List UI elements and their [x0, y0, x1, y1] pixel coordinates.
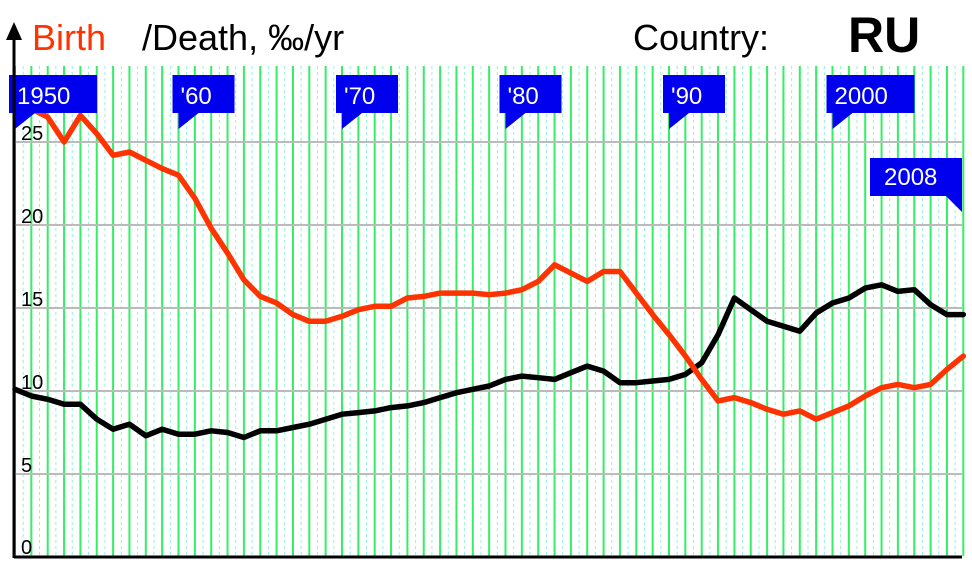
year-flag: 2000 — [826, 75, 915, 129]
y-tick-label: 25 — [21, 123, 43, 145]
y-tick-label: 15 — [21, 289, 43, 311]
birth-rate-line — [12, 106, 967, 422]
year-flag: 1950 — [9, 75, 97, 129]
grid — [14, 66, 965, 556]
year-flag: 2008 — [870, 158, 962, 212]
death-label: /Death, ‰/yr — [142, 17, 344, 58]
death-rate-line — [12, 282, 967, 441]
country-label: Country: — [633, 17, 769, 58]
year-flag-label: '60 — [181, 83, 212, 110]
year-flag-label: 1950 — [17, 83, 70, 110]
year-flag-label: 2008 — [884, 164, 937, 191]
year-flag-label: 2000 — [835, 83, 888, 110]
y-axis-ticks: 0 5 10 15 20 25 — [21, 123, 43, 559]
year-flag: '90 — [663, 75, 725, 129]
year-flag: '80 — [499, 75, 562, 129]
year-flag-shape — [663, 75, 725, 129]
y-tick-label: 20 — [21, 206, 43, 228]
year-flag: '70 — [336, 75, 398, 129]
year-flag-shape — [826, 75, 915, 129]
year-flag-shape — [9, 75, 97, 129]
year-flag: '60 — [172, 75, 235, 129]
year-flag-shape — [499, 75, 562, 129]
year-flag-shape — [336, 75, 398, 129]
country-code: RU — [848, 7, 920, 63]
year-flag-shape — [172, 75, 235, 129]
y-axis-arrow-icon — [6, 22, 22, 40]
chart-header: Birth /Death, ‰/yr Country: RU — [32, 7, 920, 63]
series-lines — [12, 106, 967, 441]
year-flag-shape — [870, 158, 962, 212]
year-flags: 1950 '60 '70 '80 '90 2000 2008 — [9, 75, 962, 212]
year-flag-label: '90 — [671, 83, 702, 110]
y-tick-label: 10 — [21, 372, 43, 394]
y-tick-label: 0 — [21, 537, 32, 559]
y-tick-label: 5 — [21, 455, 32, 477]
year-flag-label: '80 — [508, 83, 539, 110]
birth-label: Birth — [32, 17, 106, 58]
year-flag-label: '70 — [344, 83, 375, 110]
axes — [6, 22, 962, 559]
